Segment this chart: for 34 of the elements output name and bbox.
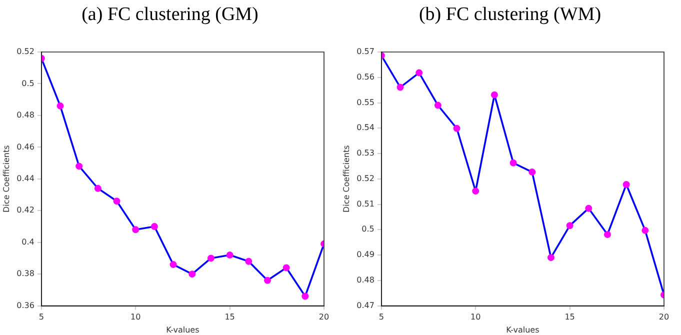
x-tick-label: 5 [378, 312, 384, 322]
y-tick-label: 0.5 [22, 78, 34, 88]
y-tick-label: 0.54 [356, 123, 374, 132]
y-tick-label: 0.52 [16, 47, 34, 56]
y-tick-label: 0.47 [356, 300, 374, 310]
y-tick-label: 0.53 [356, 148, 374, 158]
y-axis-title: Dice Coefficients [342, 145, 351, 213]
y-tick-label: 0.51 [356, 199, 374, 208]
y-tick-label: 0.46 [16, 142, 34, 152]
x-tick-label: 5 [38, 312, 44, 322]
y-tick-label: 0.5 [362, 224, 374, 234]
y-tick-label: 0.42 [16, 206, 34, 215]
y-tick-label: 0.57 [356, 47, 374, 56]
y-tick-label: 0.55 [356, 98, 374, 107]
y-tick-label: 0.4 [22, 237, 34, 246]
chart-title: (a) FC clustering (GM) [80, 4, 260, 26]
x-tick-label: 10 [130, 312, 141, 322]
x-axis-title: K-values [166, 325, 200, 334]
chart-title: (b) FC clustering (WM) [418, 4, 602, 26]
x-tick-label: 10 [470, 312, 481, 322]
x-axis-title: K-values [506, 325, 540, 334]
x-tick-label: 20 [318, 312, 330, 322]
x-tick-label: 15 [224, 312, 235, 322]
y-tick-label: 0.48 [356, 276, 374, 284]
y-tick-label: 0.44 [16, 174, 34, 183]
y-tick-label: 0.56 [356, 72, 374, 82]
x-tick-label: 20 [658, 312, 670, 322]
y-tick-label: 0.49 [356, 250, 374, 260]
y-tick-label: 0.38 [16, 269, 34, 278]
y-tick-label: 0.48 [16, 110, 34, 120]
y-tick-label: 0.52 [356, 174, 374, 183]
y-axis-title: Dice Coefficients [2, 145, 11, 213]
x-tick-label: 15 [564, 312, 575, 322]
y-tick-label: 0.36 [16, 300, 34, 310]
